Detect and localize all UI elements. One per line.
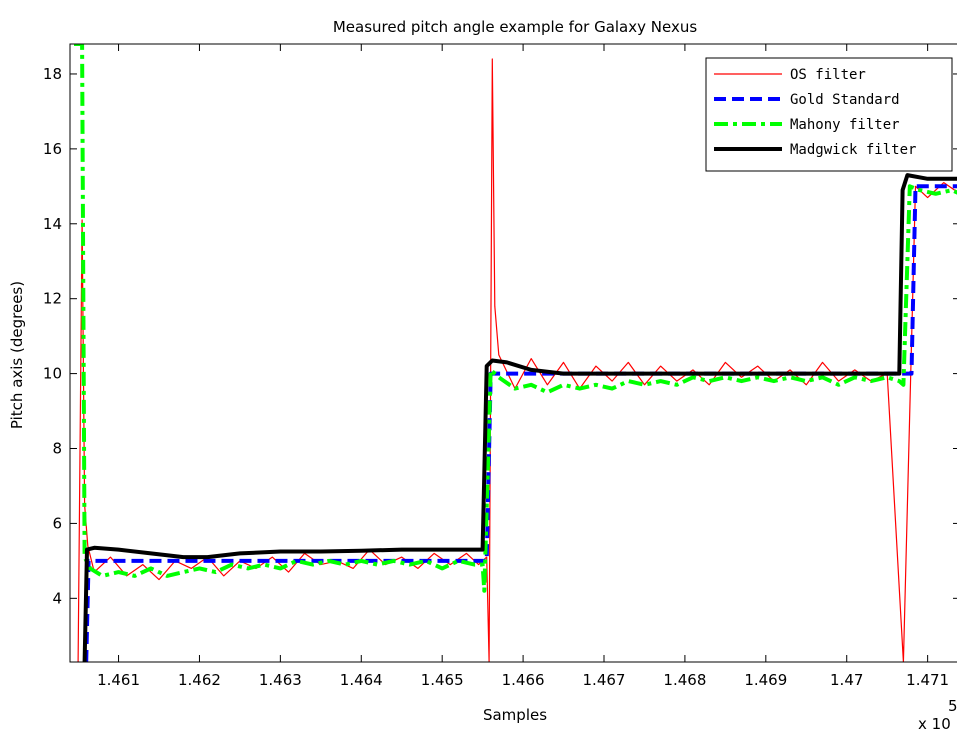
x-axis-exponent-label: x 10 [918,715,951,731]
legend-label: Madgwick filter [790,142,916,158]
legend-label: Mahony filter [790,117,900,133]
y-tick-label: 18 [43,65,62,83]
legend-box [705,57,953,172]
x-tick-label: 1.462 [178,671,221,689]
y-tick-label: 16 [43,140,62,158]
legend: OS filter Gold Standard Mahony filter Madgw… [705,57,953,172]
x-tick-label: 1.465 [421,671,464,689]
series-layer [74,44,957,662]
x-tick-label: 1.467 [583,671,626,689]
x-tick-label: 1.469 [744,671,787,689]
x-tick-label: 1.471 [906,671,949,689]
x-tick-label: 1.468 [663,671,706,689]
legend-label: OS filter [790,67,866,83]
y-tick-label: 12 [43,290,62,308]
y-axis-ticks: 4 6 8 10 12 14 16 18 [43,65,957,607]
y-tick-label: 14 [43,215,62,233]
y-tick-label: 6 [52,514,62,532]
x-tick-label: 1.466 [502,671,545,689]
y-tick-label: 10 [43,365,62,383]
x-tick-label: 1.463 [259,671,302,689]
y-tick-label: 8 [52,440,62,458]
x-tick-label: 1.464 [340,671,383,689]
x-tick-label: 1.461 [97,671,140,689]
series-line-madgwick-filter [82,173,957,662]
plot-area-border [69,43,957,663]
y-axis-label: Pitch axis (degrees) [8,281,26,429]
x-tick-label: 1.47 [830,671,863,689]
chart-title: Measured pitch angle example for Galaxy … [333,18,698,36]
y-tick-label: 4 [52,589,62,607]
series-line-mahony-filter [74,44,957,593]
legend-label: Gold Standard [790,92,900,108]
x-axis-label: Samples [483,706,547,724]
x-axis-exponent-power: 5 [948,697,957,715]
x-axis-ticks: 1.461 1.462 1.463 1.464 1.465 1.466 1.467 1.468… [97,44,949,689]
